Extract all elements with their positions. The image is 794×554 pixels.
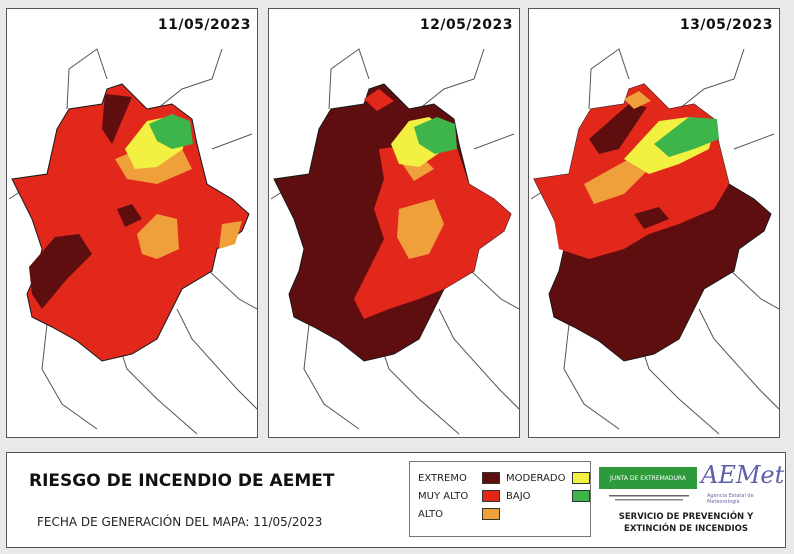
legend-label-muy-alto: MUY ALTO	[418, 490, 469, 502]
fire-risk-map-1	[8, 48, 257, 435]
map-date-3: 13/05/2023	[679, 17, 773, 33]
service-name: SERVICIO DE PREVENCIÓN Y EXTINCIÓN DE IN…	[601, 511, 771, 535]
zone-extremo-3b	[634, 207, 669, 229]
aemet-logo: AEMet	[701, 461, 785, 489]
junta-extremadura-logo: JUNTA DE EXTREMADURA	[599, 467, 697, 489]
map-panel-2: 12/05/2023	[268, 8, 520, 438]
legend-label-moderado: MODERADO	[506, 472, 566, 484]
legend-item-moderado: MODERADO	[506, 472, 590, 484]
zone-bajo-1	[149, 114, 193, 149]
zone-bajo-3	[654, 117, 719, 157]
legend-swatch-extremo	[482, 472, 500, 484]
map-panel-1: 11/05/2023	[6, 8, 258, 438]
zone-extremo-3a	[589, 104, 647, 154]
map-panel-3: 13/05/2023	[528, 8, 780, 438]
zone-alto-1c	[219, 221, 242, 249]
legend-label-bajo: BAJO	[506, 490, 531, 502]
zone-muy-alto-2b	[364, 89, 394, 111]
legend-item-bajo: BAJO	[506, 490, 590, 502]
zone-bajo-2	[414, 117, 457, 154]
zone-alto-3a	[584, 159, 649, 204]
fire-risk-map-3	[530, 48, 779, 435]
aemet-subtitle: Agencia Estatal de Meteorología	[707, 493, 754, 505]
legend-swatch-muy-alto	[482, 490, 500, 502]
legend-item-extremo: EXTREMO	[418, 472, 500, 484]
legend-label-alto: ALTO	[418, 508, 444, 520]
legend-item-alto: ALTO	[418, 508, 500, 520]
service-line-1: SERVICIO DE PREVENCIÓN Y	[618, 512, 754, 522]
junta-logo-subtext	[609, 495, 689, 501]
legend: EXTREMO MUY ALTO ALTO MODERADO BAJO	[409, 461, 591, 537]
map-title: RIESGO DE INCENDIO DE AEMET	[29, 471, 335, 491]
fire-risk-map-2	[270, 48, 519, 435]
legend-item-muy-alto: MUY ALTO	[418, 490, 500, 502]
footer-panel: RIESGO DE INCENDIO DE AEMET FECHA DE GEN…	[6, 452, 786, 548]
zone-extremo-1b	[29, 234, 92, 309]
service-line-2: EXTINCIÓN DE INCENDIOS	[624, 524, 748, 534]
legend-swatch-bajo	[572, 490, 590, 502]
legend-label-extremo: EXTREMO	[418, 472, 467, 484]
zone-extremo-1a	[102, 94, 132, 144]
zone-extremo-1c	[117, 204, 142, 227]
map-date-1: 11/05/2023	[157, 17, 251, 33]
zone-alto-1b	[137, 214, 179, 259]
zone-alto-3b	[624, 91, 651, 109]
generation-date: FECHA DE GENERACIÓN DEL MAPA: 11/05/2023	[37, 515, 323, 529]
map-date-2: 12/05/2023	[419, 17, 513, 33]
legend-swatch-alto	[482, 508, 500, 520]
legend-swatch-moderado	[572, 472, 590, 484]
zone-alto-2a	[397, 199, 444, 259]
